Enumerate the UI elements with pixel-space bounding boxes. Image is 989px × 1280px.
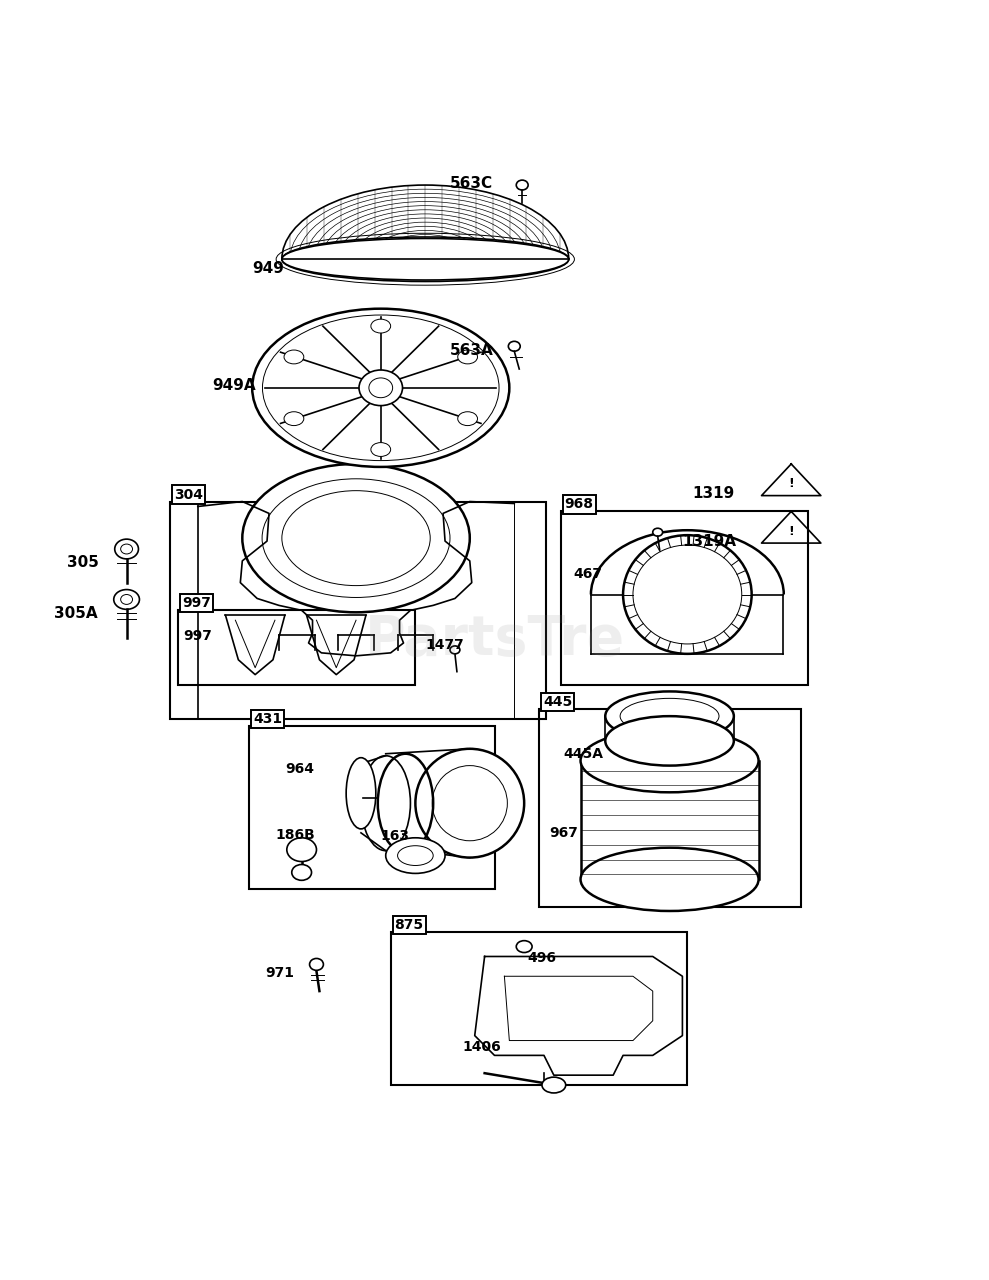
Text: 431: 431 bbox=[253, 712, 282, 726]
Ellipse shape bbox=[623, 535, 752, 654]
Bar bbox=[170, 502, 546, 719]
Text: 968: 968 bbox=[565, 498, 593, 512]
Text: 949A: 949A bbox=[213, 379, 256, 393]
Text: 949: 949 bbox=[252, 261, 284, 275]
Ellipse shape bbox=[121, 594, 133, 604]
Text: 305A: 305A bbox=[54, 605, 98, 621]
Ellipse shape bbox=[346, 758, 376, 829]
Ellipse shape bbox=[242, 463, 470, 612]
Text: 186B: 186B bbox=[275, 828, 315, 842]
Ellipse shape bbox=[359, 370, 403, 406]
Text: PartsTre: PartsTre bbox=[364, 613, 625, 667]
Text: 467: 467 bbox=[574, 567, 602, 581]
Ellipse shape bbox=[653, 529, 663, 536]
Text: 163: 163 bbox=[381, 829, 409, 842]
Text: 304: 304 bbox=[174, 488, 203, 502]
Ellipse shape bbox=[581, 847, 759, 911]
Text: 997: 997 bbox=[182, 596, 211, 611]
Ellipse shape bbox=[284, 412, 304, 425]
Ellipse shape bbox=[282, 238, 569, 280]
Ellipse shape bbox=[516, 180, 528, 189]
Text: 445A: 445A bbox=[564, 746, 603, 760]
Bar bbox=[178, 611, 415, 685]
Text: 496: 496 bbox=[527, 951, 556, 965]
Text: 971: 971 bbox=[265, 966, 294, 980]
Ellipse shape bbox=[252, 308, 509, 467]
Ellipse shape bbox=[415, 749, 524, 858]
Ellipse shape bbox=[287, 838, 316, 861]
Text: 964: 964 bbox=[285, 762, 314, 776]
Ellipse shape bbox=[605, 691, 734, 741]
Ellipse shape bbox=[292, 864, 312, 881]
Ellipse shape bbox=[542, 1078, 566, 1093]
Text: 1406: 1406 bbox=[463, 1041, 501, 1055]
Ellipse shape bbox=[282, 237, 569, 282]
Ellipse shape bbox=[361, 755, 410, 851]
Text: 305: 305 bbox=[67, 556, 99, 571]
Ellipse shape bbox=[371, 443, 391, 457]
Bar bbox=[249, 726, 494, 890]
Text: !: ! bbox=[788, 477, 794, 490]
Text: 1319: 1319 bbox=[692, 486, 735, 502]
Ellipse shape bbox=[371, 319, 391, 333]
Text: 1477: 1477 bbox=[425, 637, 464, 652]
Ellipse shape bbox=[450, 646, 460, 654]
Bar bbox=[539, 709, 801, 908]
Ellipse shape bbox=[121, 544, 133, 554]
Text: 967: 967 bbox=[549, 826, 578, 840]
Text: 875: 875 bbox=[395, 918, 423, 932]
Text: 563C: 563C bbox=[450, 175, 494, 191]
Text: 1319A: 1319A bbox=[682, 534, 737, 549]
Bar bbox=[391, 932, 687, 1085]
Ellipse shape bbox=[284, 349, 304, 364]
Text: 563A: 563A bbox=[450, 343, 494, 357]
Ellipse shape bbox=[386, 838, 445, 873]
Text: 997: 997 bbox=[183, 628, 212, 643]
Text: !: ! bbox=[788, 525, 794, 538]
Ellipse shape bbox=[114, 590, 139, 609]
Ellipse shape bbox=[516, 941, 532, 952]
Ellipse shape bbox=[581, 730, 759, 792]
Ellipse shape bbox=[310, 959, 323, 970]
Ellipse shape bbox=[605, 716, 734, 765]
Ellipse shape bbox=[458, 349, 478, 364]
Ellipse shape bbox=[508, 342, 520, 351]
Text: 445: 445 bbox=[543, 695, 573, 709]
Ellipse shape bbox=[458, 412, 478, 425]
Bar bbox=[561, 512, 808, 685]
Ellipse shape bbox=[115, 539, 138, 559]
